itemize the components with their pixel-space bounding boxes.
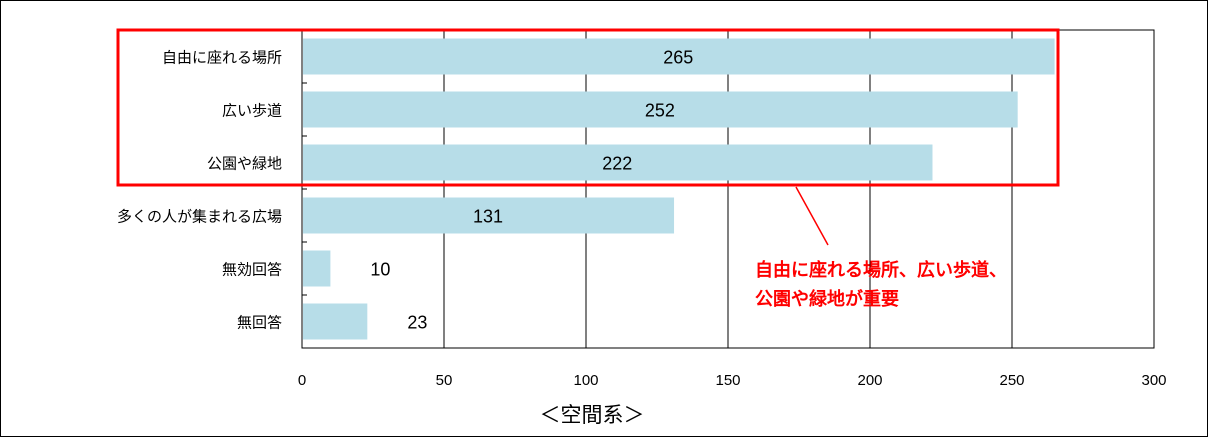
bar-value-label-5: 23 [407,313,427,333]
annotation-line-2: 公園や緑地が重要 [755,288,899,310]
x-tick-label-150: 150 [715,372,740,389]
bar-0 [303,38,1055,75]
bar-value-label-3: 131 [473,207,503,227]
highlight-box [116,28,1060,187]
bar-value-label-0: 265 [663,48,693,68]
x-axis-label: ＜空間系＞ [540,403,645,427]
bar-value-label-1: 252 [645,101,675,121]
bar-4 [303,250,331,287]
bar-3 [303,197,675,234]
bar-1 [303,91,1018,128]
bar-5 [303,303,368,340]
category-label-4: 無効回答 [222,261,282,279]
bar-2 [303,144,933,181]
x-tick-label-300: 300 [1141,372,1166,389]
x-tick-labels: 0 50 100 150 200 250 300 [298,372,1167,389]
bar-value-label-4: 10 [370,260,390,280]
annotation-line-1: 自由に座れる場所、広い歩道、 [755,259,1007,281]
x-tick-label-200: 200 [857,372,882,389]
x-tick-label-100: 100 [573,372,598,389]
grid-lines [302,30,1013,348]
x-tick-label-0: 0 [298,372,306,389]
category-label-5: 無回答 [237,314,282,332]
category-label-2: 公園や緑地 [207,155,282,173]
category-label-3: 多くの人が集まれる広場 [117,208,282,226]
x-tick-label-50: 50 [436,372,453,389]
category-label-1: 広い歩道 [222,102,282,120]
category-label-0: 自由に座れる場所 [162,49,282,67]
bars: 265 252 222 131 10 23 [303,38,1055,340]
annotation-pointer [795,186,829,246]
bar-value-label-2: 222 [602,154,632,174]
x-tick-label-250: 250 [999,372,1024,389]
